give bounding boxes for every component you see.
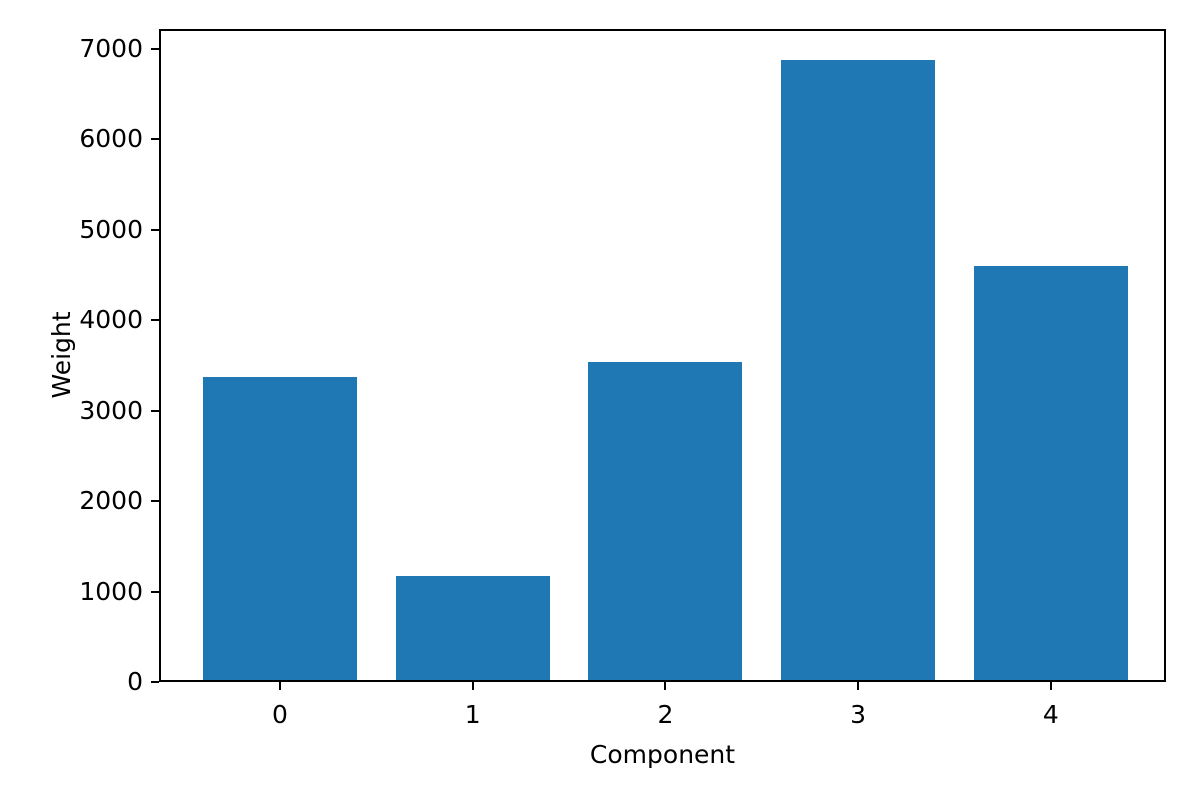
x-tick-label: 3 (850, 700, 867, 729)
y-tick-label: 2000 (79, 486, 143, 516)
y-tick-mark (151, 319, 159, 322)
y-tick-label: 6000 (79, 124, 143, 154)
x-tick-mark (664, 682, 667, 690)
bar-component-1 (395, 575, 550, 680)
x-tick-mark (471, 682, 474, 690)
bar-component-4 (973, 265, 1128, 680)
y-tick-label: 3000 (79, 395, 143, 425)
y-tick-mark (151, 409, 159, 412)
x-tick-mark (278, 682, 281, 690)
y-tick-label: 7000 (79, 33, 143, 63)
x-tick-mark (1049, 682, 1052, 690)
x-tick-label: 2 (657, 700, 674, 729)
y-tick-mark (151, 228, 159, 231)
y-tick-mark (151, 590, 159, 593)
x-tick-label: 4 (1042, 700, 1059, 729)
y-tick-mark (151, 138, 159, 141)
y-tick-label: 5000 (79, 214, 143, 244)
bar-component-3 (781, 59, 936, 680)
y-tick-mark (151, 500, 159, 503)
bar-component-2 (588, 361, 743, 680)
x-tick-label: 1 (464, 700, 481, 729)
x-tick-label: 0 (271, 700, 288, 729)
y-tick-mark (151, 681, 159, 683)
y-tick-label: 0 (127, 667, 143, 696)
y-tick-mark (151, 47, 159, 50)
bar-component-0 (202, 377, 358, 680)
x-axis-label: Component (589, 740, 736, 769)
y-tick-label: 4000 (79, 305, 143, 335)
y-tick-label: 1000 (79, 576, 143, 606)
x-tick-mark (857, 682, 860, 690)
